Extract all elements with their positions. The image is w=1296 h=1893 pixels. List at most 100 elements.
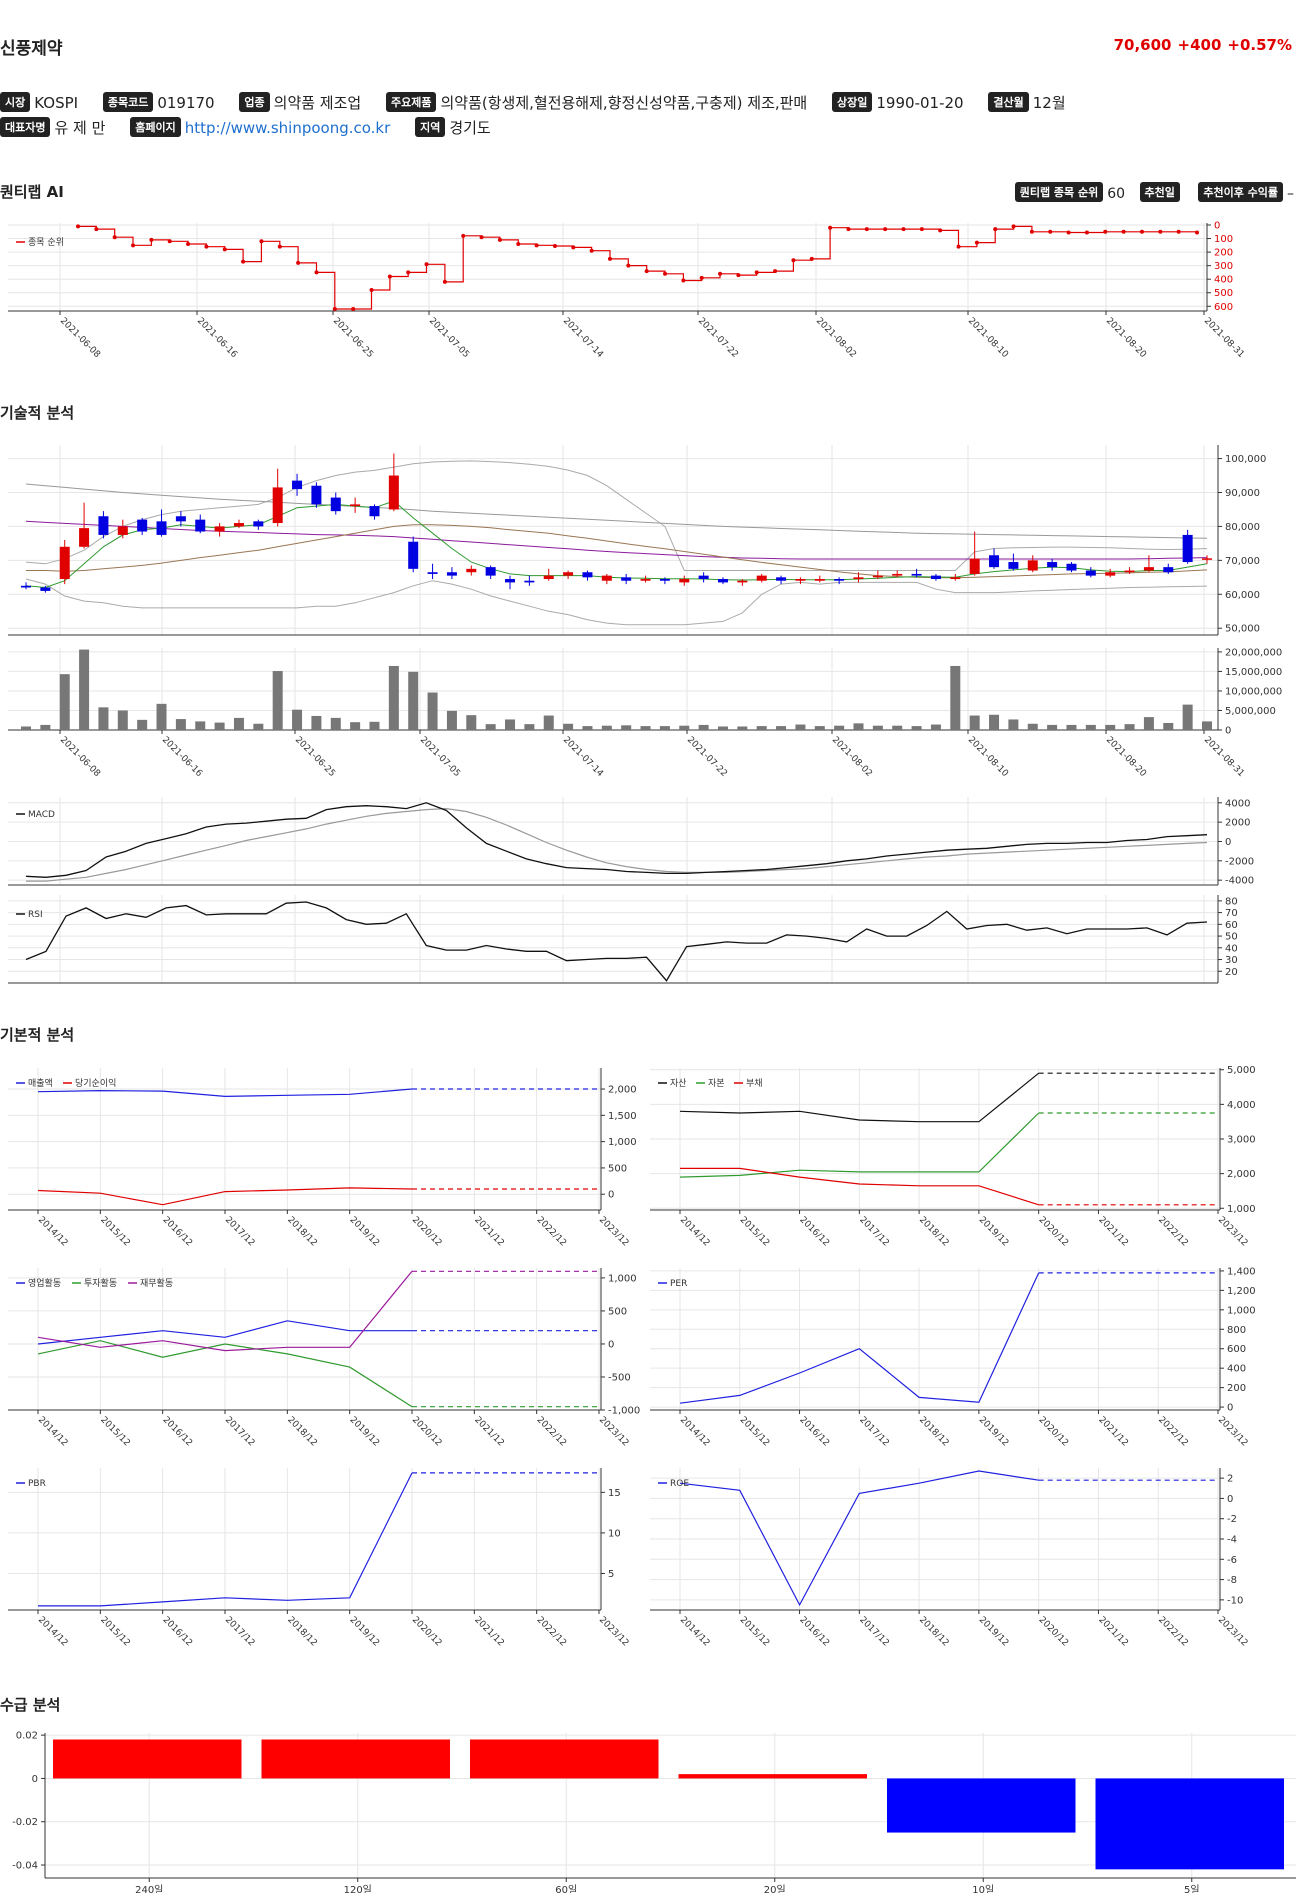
- rank-point: [387, 274, 392, 279]
- rank-point: [204, 244, 209, 249]
- ceo-tag: 대표자명: [0, 117, 51, 137]
- rank-point: [754, 270, 759, 275]
- cashflow-legend-label: 영업활동: [28, 1277, 61, 1289]
- volume-bar: [930, 724, 941, 730]
- rank-point: [94, 227, 99, 232]
- rank-xtick-label: 2021-06-08: [58, 316, 102, 360]
- rank-point: [1139, 229, 1144, 234]
- volume-ytick-label: 5,000,000: [1225, 706, 1276, 717]
- region-tag: 지역: [415, 117, 446, 137]
- rank-point: [516, 241, 521, 246]
- rank-point: [497, 237, 502, 242]
- per-ytick-label: 600: [1227, 1344, 1246, 1355]
- price-candle-body: [563, 572, 574, 576]
- price-candle-body: [1182, 534, 1193, 563]
- sales-series-line: [37, 1088, 413, 1098]
- region-value: 경기도: [449, 119, 491, 137]
- pbr-xtick-label: 2016/12: [161, 1615, 195, 1649]
- rank-point: [1066, 230, 1071, 235]
- per-xtick-label: 2020/12: [1037, 1415, 1071, 1449]
- rank-point: [993, 227, 998, 232]
- volume-bar: [892, 725, 903, 730]
- assets-chart: 1,000 2,000 3,000 4,000 5,000 자산 자본 부채 2014/12 20…: [650, 1065, 1256, 1249]
- volume-chart: 0 5,000,000 10,000,000 15,000,000 20,000,000…: [8, 647, 1282, 779]
- rsi-ytick-label: 30: [1225, 955, 1238, 966]
- assets-ytick-label: 1,000: [1227, 1204, 1256, 1215]
- rank-point: [332, 307, 337, 311]
- volume-bar: [969, 715, 980, 730]
- sales-xtick-label: 2018/12: [285, 1215, 319, 1249]
- cashflow-chart: -1,000 -500 0 500 1,000 영업활동 투자활동 재무활동 2014/12 20…: [8, 1268, 640, 1449]
- rank-point: [626, 263, 631, 268]
- price-ytick-label: 90,000: [1225, 488, 1260, 499]
- roe-legend-label: ROE: [670, 1479, 689, 1489]
- price-candle-body: [156, 521, 167, 535]
- pbr-bg: [8, 1468, 601, 1610]
- cashflow-xtick-label: 2015/12: [98, 1415, 132, 1449]
- rank-point: [222, 247, 227, 252]
- rank-ytick-label: 300: [1214, 261, 1233, 272]
- volume-xtick-label: 2021-06-25: [293, 735, 337, 779]
- sales-ytick-label: 2,000: [608, 1085, 637, 1096]
- rank-point: [791, 258, 796, 263]
- rank-point: [351, 307, 356, 311]
- price-candle-body: [253, 521, 264, 527]
- supply-ytick-label: -0.04: [12, 1861, 38, 1872]
- volume-ytick-label: 0: [1225, 726, 1231, 737]
- price-candle-body: [195, 519, 206, 532]
- per-xtick-label: 2016/12: [797, 1415, 831, 1449]
- per-xtick-label: 2018/12: [917, 1415, 951, 1449]
- rank-point: [809, 256, 814, 261]
- rank-point: [131, 243, 136, 248]
- price-candle-body: [737, 580, 748, 583]
- price-candle-body: [59, 546, 70, 580]
- volume-bar: [601, 725, 612, 730]
- rsi-legend-label: RSI: [28, 910, 43, 920]
- per-ytick-label: 1,000: [1227, 1305, 1256, 1316]
- volume-bar: [446, 710, 457, 730]
- volume-bar: [214, 722, 225, 730]
- volume-bar: [814, 726, 825, 730]
- pbr-xtick-label: 2022/12: [535, 1615, 569, 1649]
- rank-point: [314, 270, 319, 275]
- rank-point: [241, 259, 246, 264]
- rank-ytick-label: 400: [1214, 275, 1233, 286]
- macd-legend-label: MACD: [28, 810, 55, 820]
- supply-bar: [678, 1774, 867, 1779]
- rec-return-value: –: [1287, 186, 1294, 202]
- volume-bar: [756, 726, 767, 730]
- roe-ytick-label: 0: [1227, 1494, 1233, 1505]
- volume-bar: [40, 724, 51, 730]
- cashflow-ytick-label: -500: [608, 1372, 631, 1383]
- volume-bar: [98, 707, 109, 730]
- price-candle-body: [1085, 570, 1096, 576]
- roe-xtick-label: 2015/12: [738, 1615, 772, 1649]
- price-candle-body: [1066, 563, 1077, 571]
- price-ytick-label: 100,000: [1225, 454, 1266, 465]
- pbr-xtick-label: 2014/12: [36, 1615, 70, 1649]
- volume-bar: [311, 715, 322, 730]
- price-candle-body: [1124, 570, 1135, 573]
- current-price: 70,600: [1113, 36, 1172, 54]
- supply-xtick-label: 120일: [344, 1884, 372, 1893]
- volume-bar: [1085, 724, 1096, 730]
- rank-point: [864, 227, 869, 232]
- price-candle-body: [1105, 572, 1116, 576]
- rsi-bg: [8, 895, 1218, 983]
- per-xtick-label: 2015/12: [738, 1415, 772, 1449]
- price-candle-body: [137, 519, 148, 532]
- volume-bar: [21, 726, 31, 730]
- volume-xtick-label: 2021-07-05: [418, 735, 462, 779]
- rsi-ytick-label: 80: [1225, 896, 1238, 907]
- rec-return-tag: 추천이후 수익률: [1198, 182, 1283, 202]
- pbr-xtick-label: 2021/12: [472, 1615, 506, 1649]
- volume-bar: [834, 725, 845, 730]
- sales-bg: [8, 1068, 601, 1210]
- volume-bar: [137, 719, 148, 730]
- homepage-link[interactable]: http://www.shinpoong.co.kr: [184, 119, 391, 137]
- pbr-ytick-label: 15: [608, 1488, 621, 1499]
- ceo-value: 유 제 만: [54, 119, 106, 137]
- rank-point: [938, 228, 943, 233]
- cashflow-ytick-label: -1,000: [608, 1406, 640, 1417]
